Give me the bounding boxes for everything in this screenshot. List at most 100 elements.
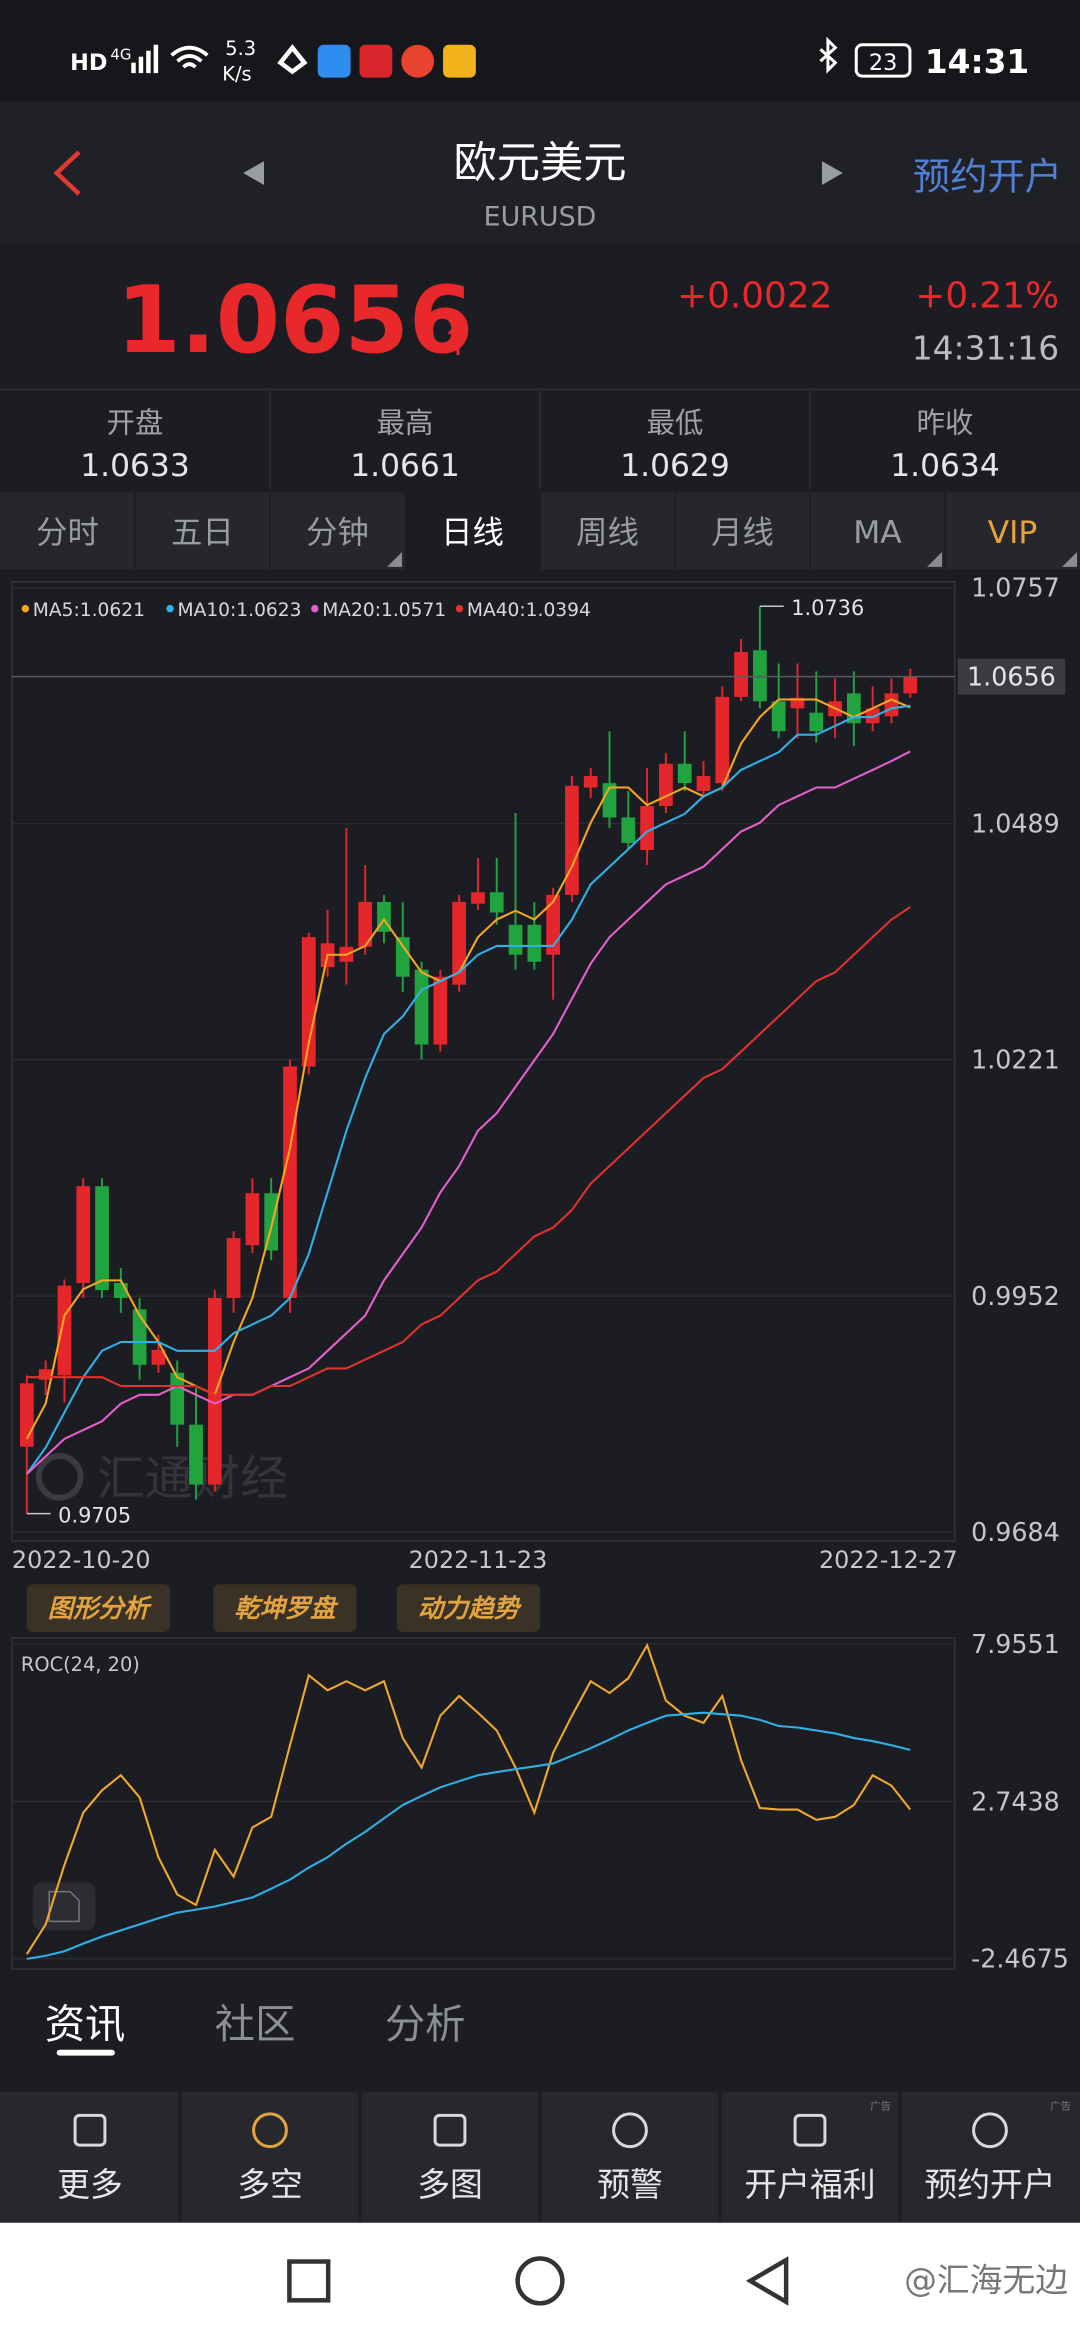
status-bar [0, 0, 1080, 102]
stat-label: 最低 [647, 407, 704, 440]
back-system-button[interactable] [745, 2256, 789, 2306]
nav-icon [433, 2113, 467, 2147]
news-tab[interactable]: 资讯 [45, 2002, 126, 2048]
drawing-tool-button[interactable] [32, 1882, 96, 1931]
tab[interactable]: 五日 [171, 515, 234, 551]
ma-line [26, 704, 911, 1475]
legend-label: MA20:1.0571 [322, 600, 446, 621]
tab[interactable]: VIP [988, 515, 1038, 551]
candle-body [621, 817, 636, 843]
ad-tag: 广告 [1050, 2099, 1071, 2112]
candle-body [38, 1369, 53, 1380]
quote-panel [0, 244, 1080, 388]
candle-body [884, 693, 899, 717]
bluetooth-icon [819, 36, 838, 74]
net-speed: 5.3 [225, 37, 256, 60]
y-tick-label: 1.0489 [971, 809, 1060, 839]
candle-body [95, 1186, 109, 1291]
nav-label[interactable]: 多图 [417, 2166, 483, 2204]
price-change: +0.0022 [677, 275, 832, 316]
y-tick-label: 7.9551 [971, 1629, 1060, 1659]
stat-value: 1.0629 [620, 448, 730, 484]
candle-body [715, 696, 730, 784]
nav-label[interactable]: 更多 [57, 2166, 123, 2204]
last-price-box [957, 658, 1066, 695]
x-tick-label: 2022-12-27 [819, 1546, 958, 1574]
nav-label[interactable]: 预约开户 [924, 2166, 1055, 2204]
tool-button[interactable] [26, 1584, 171, 1633]
ad-tag: 广告 [870, 2099, 891, 2112]
stat-label: 最高 [377, 407, 434, 440]
battery-level: 23 [869, 50, 897, 76]
net-type: 4G [110, 46, 131, 64]
candle-body [358, 901, 373, 947]
x-tick-label: 2022-11-23 [409, 1546, 548, 1574]
clock: 14:31 [925, 43, 1029, 81]
nav-label[interactable]: 多空 [237, 2166, 303, 2204]
battery-icon [854, 43, 912, 78]
nav-label[interactable]: 预警 [597, 2166, 663, 2204]
tab[interactable]: MA [853, 515, 902, 551]
nav-icon [612, 2112, 648, 2149]
candle-body [207, 1297, 222, 1485]
candle-body [508, 924, 523, 955]
last-price-label: 1.0656 [967, 662, 1056, 692]
candle-body [677, 763, 692, 784]
candle-body [489, 892, 504, 913]
candle-body [226, 1238, 241, 1298]
active-tab-indicator [56, 2049, 115, 2056]
next-button[interactable] [821, 161, 843, 185]
system-nav [0, 2222, 1080, 2340]
legend-marker [311, 604, 319, 613]
stat-value: 1.0633 [80, 448, 190, 484]
open-account-button[interactable]: 预约开户 [913, 154, 1062, 198]
tab[interactable]: 分钟 [306, 515, 369, 551]
legend-marker [455, 604, 464, 613]
candle-body [790, 697, 805, 709]
candle-body [583, 776, 598, 788]
tool-label: 图形分析 [48, 1593, 153, 1623]
nav-icon [793, 2113, 827, 2147]
tool-button[interactable] [396, 1584, 540, 1633]
app-icon [401, 44, 435, 78]
y-tick-label: 1.0757 [971, 573, 1060, 603]
tab-menu-marker [1062, 551, 1078, 567]
candle-body [264, 1193, 279, 1251]
indicator-line [26, 1711, 911, 1960]
tab[interactable]: 日线 [441, 515, 504, 551]
candle-body [189, 1424, 203, 1485]
news-tab[interactable]: 社区 [215, 2002, 296, 2048]
nav-label[interactable]: 开户福利 [744, 2166, 875, 2204]
net-speed-unit: K/s [222, 63, 251, 86]
back-button[interactable] [53, 150, 81, 196]
candle-body [57, 1285, 72, 1376]
prev-button[interactable] [243, 161, 265, 185]
y-tick-label: 2.7438 [971, 1786, 1060, 1816]
app-icon [317, 44, 351, 78]
extreme-label: 0.9705 [58, 1504, 131, 1528]
legend-label: MA5:1.0621 [33, 600, 145, 621]
candle-body [245, 1193, 260, 1246]
tab[interactable]: 月线 [711, 515, 774, 551]
stat-label: 开盘 [107, 407, 164, 440]
recent-apps-button[interactable] [287, 2259, 331, 2303]
legend-marker [21, 604, 30, 613]
candle-body [471, 892, 485, 904]
stat-label: 昨收 [917, 407, 974, 440]
page-title: 欧元美元 [453, 139, 626, 189]
tool-button[interactable] [213, 1584, 357, 1633]
candle-body [809, 712, 824, 732]
tab[interactable]: 周线 [576, 515, 639, 551]
price-change-percent: +0.21% [915, 275, 1059, 316]
news-tab[interactable]: 分析 [385, 2002, 466, 2048]
tab[interactable]: 分时 [36, 515, 99, 551]
candle-body [734, 652, 748, 697]
up-arrow [447, 319, 469, 356]
candle-body [301, 937, 316, 1067]
x-tick-label: 2022-10-20 [12, 1546, 151, 1574]
candle-body [771, 701, 786, 732]
hd-badge: HD [70, 50, 107, 76]
candle-body [602, 783, 617, 818]
home-button[interactable] [515, 2256, 565, 2306]
